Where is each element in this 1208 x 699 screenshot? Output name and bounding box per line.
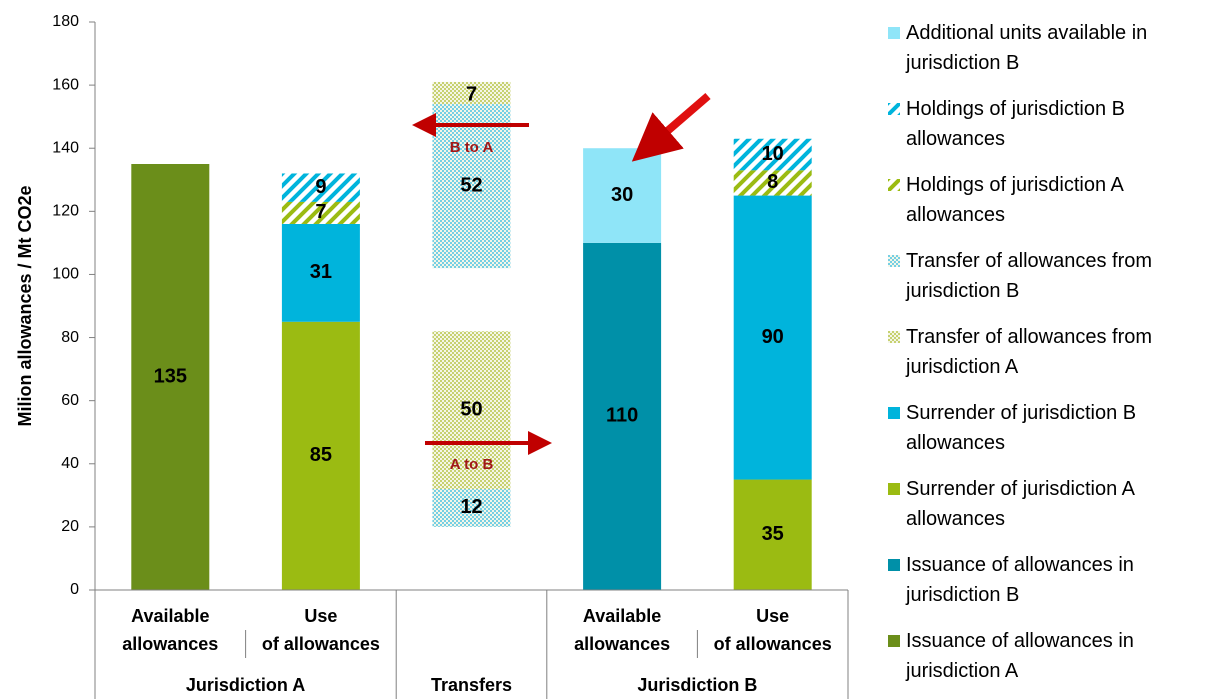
x-tick-label: Available allowances (122, 606, 218, 654)
transfer-label: A to B (450, 456, 494, 473)
y-tick-label: 20 (61, 518, 79, 535)
value-label: 7 (466, 83, 477, 105)
legend-swatch (888, 255, 900, 267)
value-label: 10 (762, 143, 784, 165)
bar-segment (281, 173, 360, 202)
legend-swatch (888, 27, 900, 39)
legend-swatch-fill (888, 27, 900, 39)
transfer-segment (432, 489, 511, 527)
bar-segment (733, 479, 812, 590)
value-label: 85 (310, 444, 332, 466)
y-tick-label: 180 (52, 13, 79, 30)
y-tick-label: 0 (70, 581, 79, 598)
bar-segment (583, 148, 662, 243)
bar-segment (733, 195, 812, 480)
legend-item: Surrender of jurisdiction A allowances (888, 474, 1188, 550)
legend-label: Issuance of allowances in jurisdiction A (906, 630, 1134, 682)
legend-swatch-fill (888, 407, 900, 419)
legend-label: Holdings of jurisdiction B allowances (906, 98, 1125, 150)
group-label: Jurisdiction A (186, 675, 305, 695)
legend-swatch (888, 559, 900, 571)
legend-swatch-fill (888, 103, 900, 115)
legend-label: Transfer of allowances from jurisdiction… (906, 326, 1153, 378)
bar-segment (733, 138, 812, 171)
legend-label: Surrender of jurisdiction B allowances (906, 402, 1137, 454)
legend-item: Issuance of allowances in jurisdiction A (888, 626, 1188, 699)
x-tick-label: Use of allowances (262, 606, 380, 654)
group-label: Jurisdiction B (637, 675, 757, 695)
x-tick-label: Available allowances (574, 606, 670, 654)
y-tick-label: 60 (61, 392, 79, 409)
transfer-segment (432, 104, 511, 269)
y-tick-label: 80 (61, 329, 79, 346)
legend-label: Holdings of jurisdiction A allowances (906, 174, 1123, 226)
legend-swatch (888, 483, 900, 495)
y-tick-label: 160 (52, 76, 79, 93)
transfer-label: B to A (450, 139, 494, 156)
legend-label: Transfer of allowances from jurisdiction… (906, 250, 1153, 302)
bar-segment (733, 170, 812, 196)
value-label: 50 (460, 398, 482, 420)
value-label: 110 (606, 405, 638, 427)
y-axis-label: Milion allowances / Mt CO2e (15, 185, 35, 426)
legend-swatch-fill (888, 559, 900, 571)
arrow-highlight (631, 92, 711, 162)
legend-swatch (888, 635, 900, 647)
value-label: 8 (767, 171, 778, 193)
legend-item: Holdings of jurisdiction A allowances (888, 170, 1188, 246)
bar-segment (583, 242, 662, 590)
y-tick-label: 100 (52, 266, 79, 283)
y-tick-label: 140 (52, 139, 79, 156)
legend-swatch (888, 103, 900, 115)
legend-label: Additional units available in jurisdicti… (906, 22, 1148, 74)
legend-swatch-fill (888, 255, 900, 267)
legend-label: Surrender of jurisdiction A allowances (906, 478, 1134, 530)
legend-item: Additional units available in jurisdicti… (888, 18, 1188, 94)
value-label: 9 (315, 176, 326, 198)
legend-swatch (888, 179, 900, 191)
value-label: 35 (762, 523, 784, 545)
x-tick-label: Use of allowances (714, 606, 832, 654)
bar-segment (281, 201, 360, 224)
value-label: 90 (762, 326, 784, 348)
legend-swatch-fill (888, 179, 900, 191)
legend-swatch (888, 331, 900, 343)
y-tick-label: 120 (52, 203, 79, 220)
legend-swatch-fill (888, 483, 900, 495)
transfer-segment (432, 331, 511, 490)
bar-segment (281, 321, 360, 590)
value-label: 7 (315, 201, 326, 223)
legend-swatch-fill (888, 331, 900, 343)
legend-item: Issuance of allowances in jurisdiction B (888, 550, 1188, 626)
legend-item: Holdings of jurisdiction B allowances (888, 94, 1188, 170)
legend-item: Transfer of allowances from jurisdiction… (888, 322, 1188, 398)
value-label: 30 (611, 184, 633, 206)
legend-item: Transfer of allowances from jurisdiction… (888, 246, 1188, 322)
value-label: 135 (154, 365, 187, 387)
legend-item: Surrender of jurisdiction B allowances (888, 398, 1188, 474)
y-tick-label: 40 (61, 455, 79, 472)
transfer-segment (432, 81, 511, 105)
value-label: 52 (460, 174, 482, 196)
bar-segment (281, 223, 360, 322)
legend-swatch-fill (888, 635, 900, 647)
bar-segment (131, 164, 210, 590)
value-label: 31 (310, 261, 332, 283)
legend-label: Issuance of allowances in jurisdiction B (906, 554, 1134, 606)
legend: Additional units available in jurisdicti… (888, 18, 1188, 699)
group-label: Transfers (431, 675, 512, 695)
legend-swatch (888, 407, 900, 419)
plot: Milion allowances / Mt CO2e 0 20 40 60 80 100… (15, 13, 849, 699)
value-label: 12 (460, 496, 482, 518)
